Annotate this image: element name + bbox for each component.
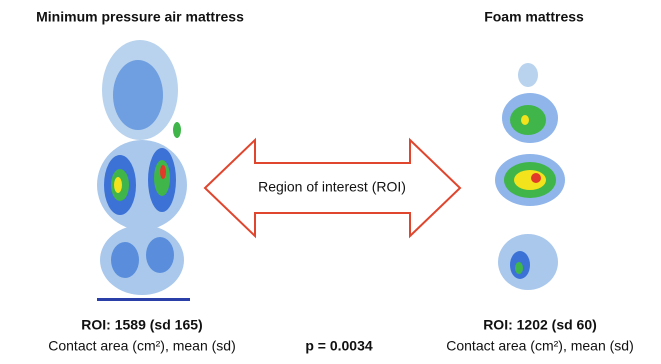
right-pressure-map xyxy=(495,63,565,290)
left-title: Minimum pressure air mattress xyxy=(36,9,244,25)
right-roi: ROI: 1202 (sd 60) xyxy=(483,317,597,333)
left-pressure-map xyxy=(95,38,191,303)
right-title: Foam mattress xyxy=(484,9,584,25)
right-caption: Contact area (cm²), mean (sd) xyxy=(446,338,634,354)
p-value: p = 0.0034 xyxy=(305,338,373,354)
left-caption: Contact area (cm²), mean (sd) xyxy=(48,338,236,354)
left-roi: ROI: 1589 (sd 165) xyxy=(81,317,202,333)
figure: Minimum pressure air mattress Foam mattr… xyxy=(0,0,661,364)
arrow-label: Region of interest (ROI) xyxy=(258,179,406,195)
